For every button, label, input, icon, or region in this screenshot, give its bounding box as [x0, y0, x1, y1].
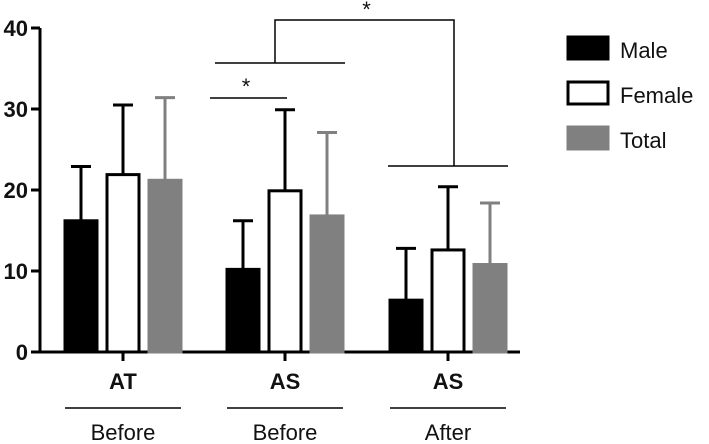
bar-male — [225, 267, 261, 354]
x-tick-label: AT — [109, 369, 137, 394]
bar-total — [147, 178, 183, 354]
legend-label-female: Female — [620, 83, 693, 108]
group-label: Before — [253, 420, 318, 444]
y-tick-label: 30 — [4, 97, 28, 122]
y-tick-label: 0 — [16, 340, 28, 365]
error-bars — [71, 96, 500, 301]
group-label: Before — [91, 420, 156, 444]
x-tick-label: AS — [433, 369, 464, 394]
legend-swatch-male — [566, 35, 610, 61]
sig-star: * — [242, 74, 251, 99]
bar-female — [430, 248, 466, 354]
bar-male — [388, 298, 424, 354]
legend-label-male: Male — [620, 38, 668, 63]
bar-total — [472, 263, 508, 354]
bar-female — [267, 189, 303, 354]
sig-bracket-before-after — [274, 19, 455, 166]
x-axis-labels: AT Before AS Before AS After — [65, 369, 506, 444]
y-tick-label: 40 — [4, 16, 28, 41]
legend-label-total: Total — [620, 128, 666, 153]
legend-swatch-total — [566, 125, 610, 151]
group-label: After — [425, 420, 471, 444]
bar-total — [309, 214, 345, 354]
significance-brackets: ** — [210, 0, 508, 167]
bar-male — [63, 219, 99, 354]
x-tick-label: AS — [270, 369, 301, 394]
y-tick-label: 20 — [4, 178, 28, 203]
legend-swatch-female — [566, 80, 610, 106]
y-tick-label: 10 — [4, 259, 28, 284]
sig-star: * — [362, 0, 371, 22]
bar-female — [105, 173, 141, 354]
bars — [63, 173, 508, 354]
legend: Male Female Total — [566, 35, 693, 153]
